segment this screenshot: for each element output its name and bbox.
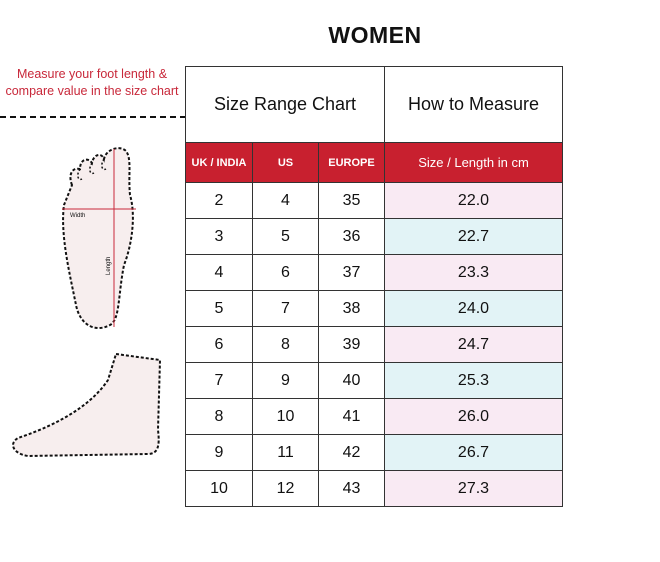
table-row: 9 11 42 26.7 (185, 434, 563, 471)
cell-us: 7 (252, 290, 319, 327)
table-row: 3 5 36 22.7 (185, 218, 563, 255)
how-to-measure-heading: How to Measure (384, 66, 563, 143)
cell-uk: 7 (185, 362, 253, 399)
table-row: 6 8 39 24.7 (185, 326, 563, 363)
table-row: 7 9 40 25.3 (185, 362, 563, 399)
cell-length: 25.3 (384, 362, 563, 399)
cell-length: 22.7 (384, 218, 563, 255)
cell-length: 24.7 (384, 326, 563, 363)
foot-sole-diagram: Width Length (62, 147, 136, 330)
cell-europe: 36 (318, 218, 385, 255)
cell-uk: 2 (185, 182, 253, 219)
cell-us: 4 (252, 182, 319, 219)
cell-europe: 40 (318, 362, 385, 399)
cell-uk: 3 (185, 218, 253, 255)
measure-instruction: Measure your foot length & compare value… (5, 67, 179, 98)
cell-europe: 43 (318, 470, 385, 507)
cell-us: 9 (252, 362, 319, 399)
cell-europe: 38 (318, 290, 385, 327)
cell-us: 10 (252, 398, 319, 435)
page-title: WOMEN (328, 22, 422, 48)
cell-uk: 8 (185, 398, 253, 435)
cell-us: 8 (252, 326, 319, 363)
cell-uk: 4 (185, 254, 253, 291)
cell-length: 24.0 (384, 290, 563, 327)
cell-europe: 37 (318, 254, 385, 291)
size-chart-table: Size Range Chart How to Measure UK / IND… (185, 66, 563, 507)
cell-europe: 41 (318, 398, 385, 435)
cell-length: 22.0 (384, 182, 563, 219)
foot-side-diagram (12, 352, 162, 458)
cell-us: 5 (252, 218, 319, 255)
cell-europe: 35 (318, 182, 385, 219)
cell-length: 27.3 (384, 470, 563, 507)
table-row: 5 7 38 24.0 (185, 290, 563, 327)
column-header-length: Size / Length in cm (384, 142, 563, 183)
column-header-europe: EUROPE (318, 142, 385, 183)
cell-uk: 5 (185, 290, 253, 327)
cell-europe: 39 (318, 326, 385, 363)
table-row: 4 6 37 23.3 (185, 254, 563, 291)
table-row: 10 12 43 27.3 (185, 470, 563, 507)
size-range-heading: Size Range Chart (185, 66, 385, 143)
cell-uk: 10 (185, 470, 253, 507)
cell-length: 23.3 (384, 254, 563, 291)
column-header-uk: UK / INDIA (185, 142, 253, 183)
dashed-divider (0, 116, 186, 118)
length-label: Length (106, 257, 112, 275)
cell-length: 26.7 (384, 434, 563, 471)
cell-europe: 42 (318, 434, 385, 471)
cell-uk: 6 (185, 326, 253, 363)
table-row: 2 4 35 22.0 (185, 182, 563, 219)
width-label: Width (70, 213, 85, 219)
cell-us: 11 (252, 434, 319, 471)
cell-length: 26.0 (384, 398, 563, 435)
cell-us: 6 (252, 254, 319, 291)
column-header-us: US (252, 142, 319, 183)
table-row: 8 10 41 26.0 (185, 398, 563, 435)
cell-uk: 9 (185, 434, 253, 471)
cell-us: 12 (252, 470, 319, 507)
